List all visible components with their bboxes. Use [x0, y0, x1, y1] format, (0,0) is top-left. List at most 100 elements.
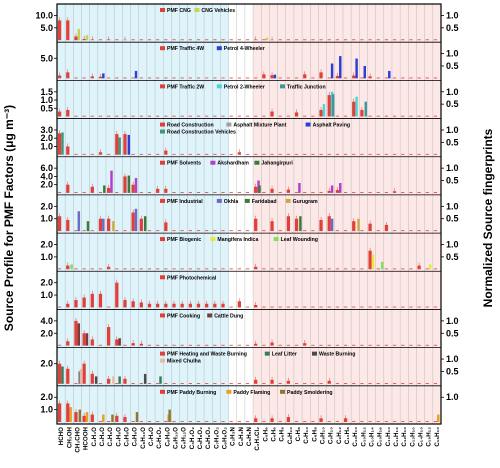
fingerprint-bar [110, 170, 113, 193]
pmf-bar [123, 39, 127, 41]
pmf-bar [376, 306, 380, 308]
pmf-bar [172, 268, 176, 270]
right-tick-label: 0.5 [446, 366, 459, 376]
legend-swatch [244, 198, 250, 203]
pmf-bar [115, 192, 119, 193]
pmf-bar [417, 230, 421, 232]
pmf-bar [98, 421, 103, 422]
pmf-bar [286, 306, 291, 308]
pmf-bar [376, 230, 380, 232]
pmf-bar [262, 421, 266, 422]
right-tick-label: 1.0 [446, 10, 459, 20]
right-tick-label: 1.0 [446, 201, 459, 211]
panel-10: 2.0 1.0 0.5 PMF Heating and Waste Burning Le… [40, 351, 459, 384]
pmf-bar [343, 306, 348, 308]
pmf-bar [147, 383, 152, 384]
pmf-bar [376, 383, 380, 384]
pmf-bar [376, 153, 380, 155]
pmf-bar [123, 417, 127, 422]
pmf-bar [180, 192, 184, 193]
pmf-bar [343, 344, 348, 346]
pmf-bar [156, 153, 160, 155]
pmf-bar [164, 383, 168, 384]
left-tick-label: 2.0 [40, 328, 53, 338]
legend-swatch [273, 237, 279, 242]
pmf-bar [172, 383, 176, 384]
category-label: C₂H₄O [91, 427, 98, 447]
pmf-bar [74, 230, 78, 232]
pmf-bar [82, 415, 86, 422]
pmf-bar [229, 230, 233, 232]
pmf-bar [360, 153, 364, 155]
pmf-bar [294, 306, 299, 308]
pmf-bar [188, 303, 192, 308]
fingerprint-bar [330, 218, 334, 232]
pmf-bar [82, 153, 86, 155]
pmf-bar [360, 230, 364, 232]
pmf-bar [57, 111, 62, 117]
pmf-bar [245, 153, 250, 155]
category-label: C₈H₁₀ [320, 427, 327, 444]
fingerprint-bar [102, 218, 105, 232]
pmf-bar [107, 77, 111, 79]
pmf-bar [409, 344, 413, 346]
fingerprint-bar [298, 183, 301, 193]
pmf-bar [384, 383, 389, 384]
pmf-bar [131, 421, 135, 422]
pmf-bar [368, 39, 372, 41]
pmf-bar [360, 306, 364, 308]
pmf-bar [74, 412, 78, 422]
pmf-bar [139, 343, 143, 346]
pmf-bar [213, 230, 217, 232]
left-tick-label: 2.0 [40, 392, 53, 402]
pmf-bar [392, 421, 397, 422]
pmf-bar [147, 192, 152, 193]
pmf-bar [90, 414, 94, 422]
pmf-bar [303, 306, 307, 308]
pmf-bar [254, 153, 258, 155]
pmf-bar [294, 39, 299, 41]
legend-swatch [160, 198, 165, 203]
pmf-bar [139, 268, 143, 270]
pmf-bar [66, 403, 70, 422]
legend-label: Leaf Wounding [281, 237, 318, 243]
pmf-bar [270, 221, 274, 232]
legend-swatch [160, 8, 165, 12]
pmf-bar [425, 153, 429, 155]
legend-swatch [160, 129, 165, 134]
pmf-bar [392, 306, 397, 308]
pmf-bar [417, 421, 421, 422]
pmf-bar [425, 115, 429, 117]
pmf-bar [425, 344, 429, 346]
legend-swatch [160, 358, 165, 363]
pmf-bar [327, 39, 331, 41]
pmf-bar [147, 344, 152, 346]
pmf-bar [115, 282, 119, 308]
pmf-bar [409, 115, 413, 117]
pmf-bar [327, 190, 331, 193]
pmf-bar [352, 192, 356, 193]
pmf-bar [401, 39, 405, 41]
pmf-bar [107, 378, 111, 384]
legend-label: Gurugram [293, 199, 318, 205]
right-tick-label: 1.0 [446, 392, 459, 402]
pmf-bar [98, 293, 103, 308]
pmf-bar [188, 153, 192, 155]
pmf-bar [156, 383, 160, 384]
pmf-bar [376, 268, 380, 270]
pmf-bar [278, 77, 282, 79]
pmf-bar [57, 344, 62, 346]
pmf-bar [425, 421, 429, 422]
legend-swatch [285, 198, 291, 203]
category-label: HCHO [58, 427, 65, 445]
category-label: C₁₁H₁₀ [385, 427, 392, 447]
pmf-bar [221, 383, 225, 384]
pmf-bar [82, 297, 86, 308]
pmf-bar [180, 383, 184, 384]
pmf-bar [196, 344, 201, 346]
legend-swatch [160, 46, 165, 51]
pmf-bar [245, 421, 250, 422]
pmf-bar [90, 293, 94, 308]
pmf-bar [221, 192, 225, 193]
fingerprint-bar [112, 376, 115, 384]
